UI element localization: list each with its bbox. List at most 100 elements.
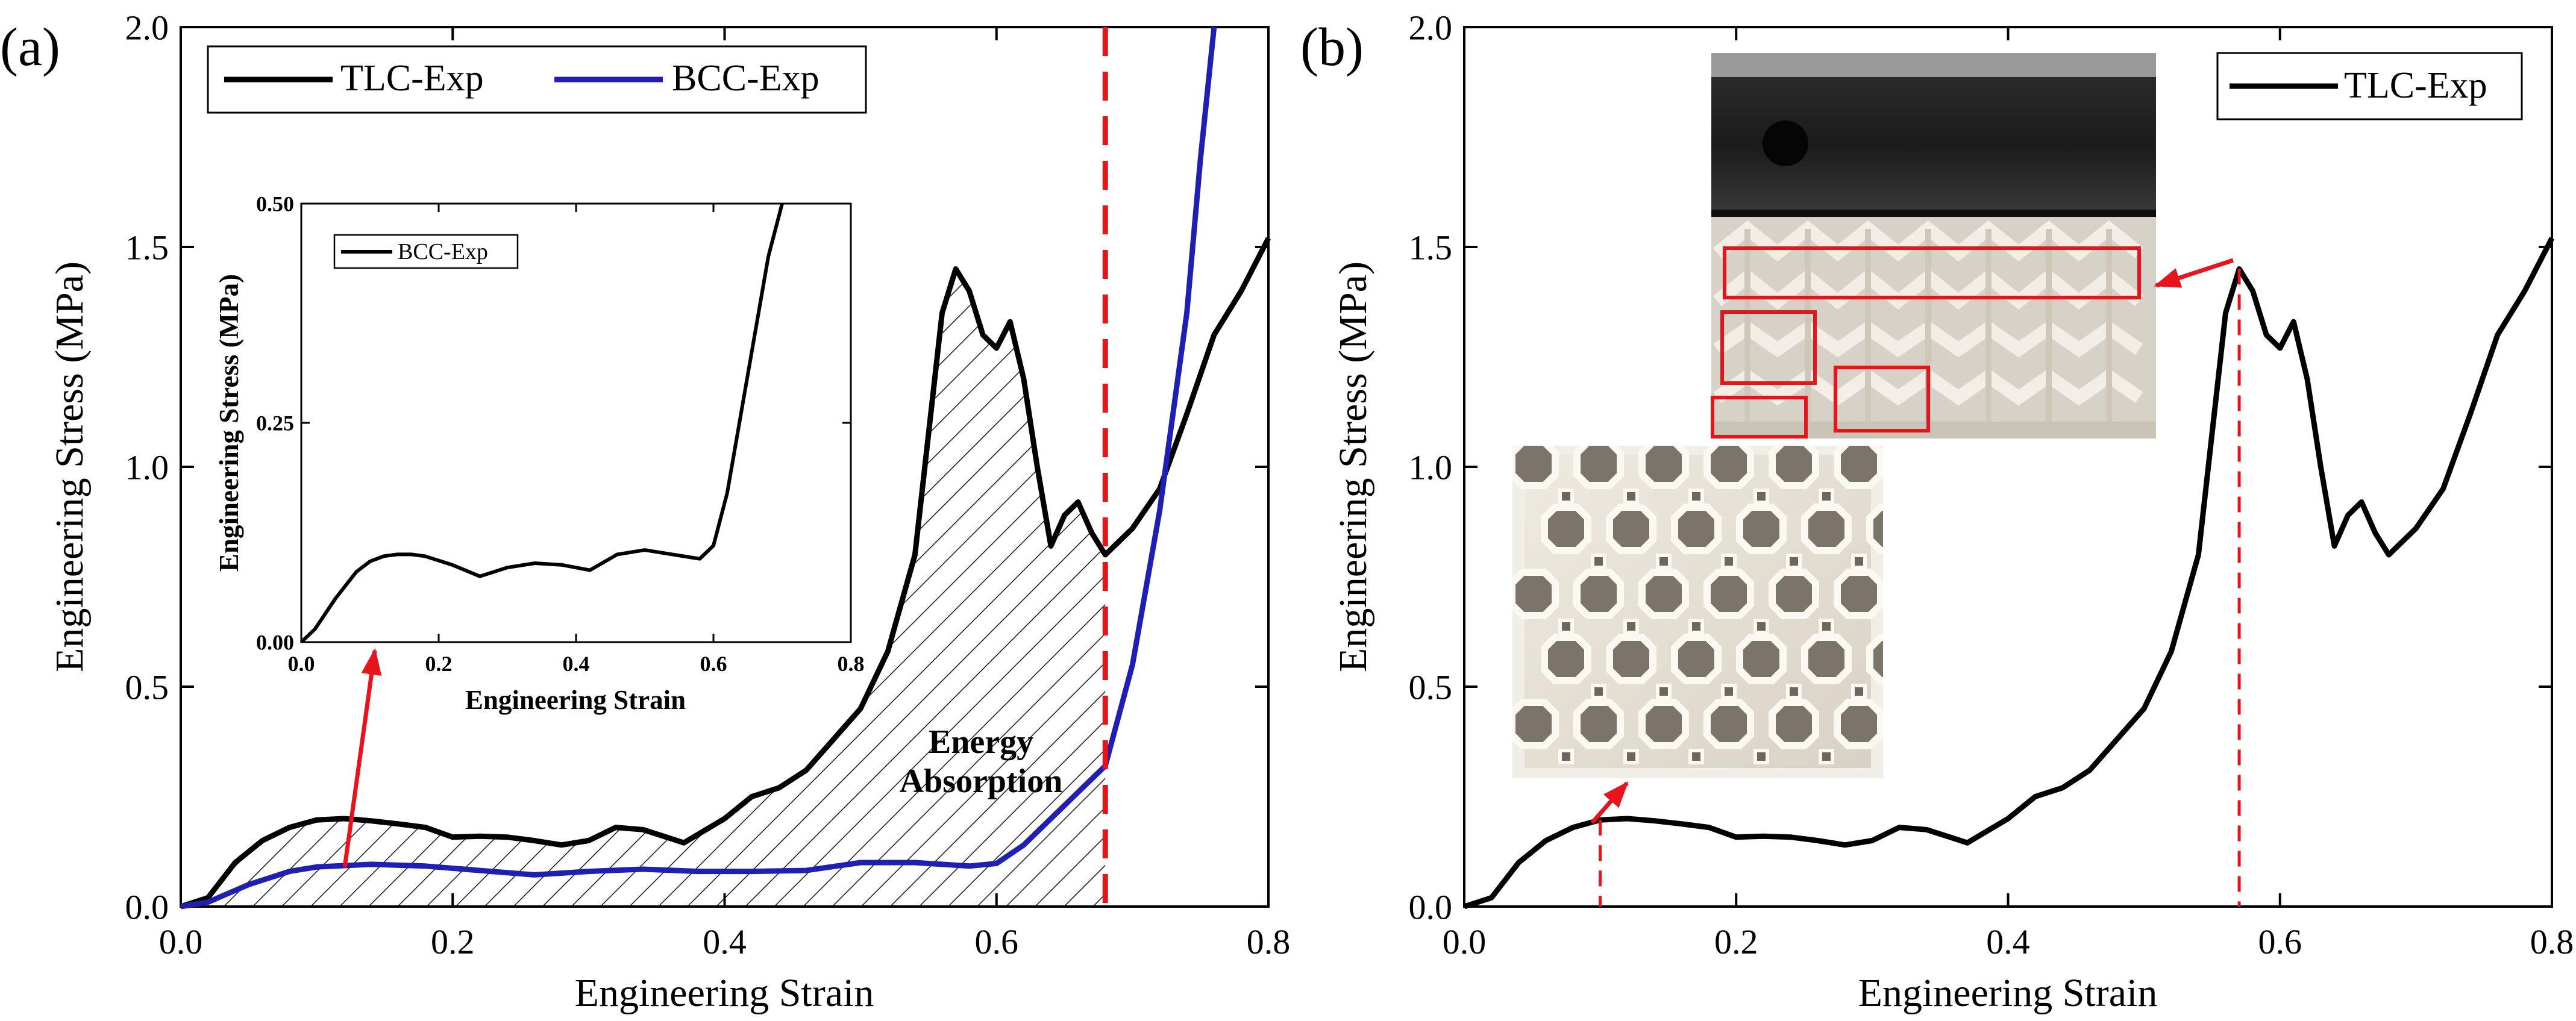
lattice-cell bbox=[1805, 507, 1848, 551]
y-tick-label: 1.5 bbox=[125, 228, 169, 267]
y-tick-label: 2.0 bbox=[125, 8, 169, 47]
lattice-cell bbox=[1772, 572, 1816, 616]
energy-label: Energy bbox=[929, 723, 1033, 761]
y-tick-label: 0.25 bbox=[256, 411, 294, 436]
lattice-node bbox=[1755, 751, 1767, 763]
lattice-node bbox=[1885, 620, 1898, 632]
lattice-node bbox=[1820, 751, 1832, 763]
panel-b: (b) 0.0 0.2 0.4 0.6 0.80.00.51.01.52.0 bbox=[1300, 8, 2574, 1015]
x-tick-label: 0.8 bbox=[838, 652, 865, 676]
legend-bcc-exp: BCC-Exp bbox=[672, 58, 819, 99]
lattice-node bbox=[1723, 685, 1735, 698]
y-tick-label: 1.0 bbox=[1409, 448, 1453, 487]
lattice-node bbox=[1853, 555, 1865, 567]
lattice-cell bbox=[1512, 572, 1555, 616]
lattice-node bbox=[1885, 490, 1898, 502]
lattice-node bbox=[1625, 490, 1637, 502]
lattice-cell bbox=[1870, 507, 1913, 551]
lattice-node bbox=[1885, 751, 1898, 763]
y-tick-label: 1.0 bbox=[125, 448, 169, 487]
lattice-node bbox=[1658, 685, 1670, 698]
y-tick-label: 0.50 bbox=[256, 192, 294, 216]
lattice-cell bbox=[1642, 442, 1685, 486]
lattice-node bbox=[1918, 555, 1930, 567]
x-tick-label: 0.4 bbox=[703, 922, 747, 961]
lattice-node bbox=[1755, 490, 1767, 502]
x-tick-label: 0.0 bbox=[159, 922, 203, 961]
lattice-cell bbox=[1642, 572, 1685, 616]
lattice-cell bbox=[1837, 442, 1881, 486]
lattice-node bbox=[1820, 490, 1832, 502]
lattice-node bbox=[1820, 620, 1832, 632]
y-tick-label: 0.0 bbox=[125, 887, 169, 926]
lattice-cell bbox=[1577, 572, 1620, 616]
legend-tlc-exp: TLC-Exp bbox=[340, 58, 484, 99]
panel-a-legend: TLC-Exp BCC-Exp bbox=[208, 46, 866, 113]
x-tick-label: 0.8 bbox=[1247, 922, 1291, 961]
lattice-node bbox=[1593, 685, 1605, 698]
lattice-node bbox=[1658, 555, 1670, 567]
arrow-to-compression-photo bbox=[2156, 260, 2233, 286]
absorption-label: Absorption bbox=[900, 763, 1063, 800]
panel-a: (a) 0.0 0.2 0.4 0.6 0.8 0.0 0.5 1.0 1.5 2.0 Energ… bbox=[0, 8, 1290, 1015]
figure: (a) 0.0 0.2 0.4 0.6 0.8 0.0 0.5 1.0 1.5 2.0 Energ… bbox=[0, 0, 2576, 1021]
x-tick-label: 0.8 bbox=[2530, 922, 2574, 961]
x-tick-label: 0.0 bbox=[1443, 922, 1487, 961]
lattice-node bbox=[1690, 751, 1702, 763]
lattice-specimen-photo bbox=[1512, 442, 1930, 778]
lattice-cell bbox=[1544, 637, 1588, 681]
lattice-cell bbox=[1805, 637, 1848, 681]
x-tick-label: 0.6 bbox=[975, 922, 1019, 961]
y-tick-label: 0.00 bbox=[256, 631, 294, 655]
inset-chart: 0.0 0.2 0.4 0.6 0.8 0.00 0.25 0.50 BCC-Exp Engi… bbox=[214, 192, 865, 715]
legend-b-tlc-exp: TLC-Exp bbox=[2344, 65, 2487, 106]
lattice-cell bbox=[1837, 702, 1881, 746]
lattice-node bbox=[1723, 555, 1735, 567]
inset-xlabel: Engineering Strain bbox=[465, 685, 686, 715]
lattice-cell bbox=[1512, 702, 1555, 746]
lattice-cell bbox=[1837, 572, 1881, 616]
panel-a-xlabel: Engineering Strain bbox=[575, 971, 874, 1015]
y-tick-label: 0.5 bbox=[1409, 667, 1453, 707]
lattice-node bbox=[1560, 751, 1572, 763]
lattice-cell bbox=[1740, 637, 1783, 681]
lattice-cell bbox=[1772, 442, 1816, 486]
lattice-cell bbox=[1772, 702, 1816, 746]
lattice-node bbox=[1690, 490, 1702, 502]
y-tick-label: 0.5 bbox=[125, 667, 169, 707]
lattice-cell bbox=[1609, 637, 1653, 681]
lattice-cell bbox=[1740, 507, 1783, 551]
lattice-cell bbox=[1512, 442, 1555, 486]
panel-b-label: (b) bbox=[1300, 17, 1364, 77]
panel-a-ylabel: Engineering Stress (MPa) bbox=[48, 261, 92, 672]
lattice-cell bbox=[1675, 507, 1718, 551]
x-tick-label: 0.2 bbox=[431, 922, 475, 961]
lattice-node bbox=[1560, 620, 1572, 632]
compression-test-photo bbox=[1711, 53, 2156, 439]
inset-legend-bcc: BCC-Exp bbox=[398, 239, 488, 264]
panel-a-label: (a) bbox=[0, 17, 60, 77]
x-tick-label: 0.0 bbox=[288, 652, 315, 676]
inset-ylabel: Engineering Stress (MPa) bbox=[214, 274, 244, 572]
lattice-cell bbox=[1544, 507, 1588, 551]
panel-b-ylabel: Engineering Stress (MPa) bbox=[1331, 261, 1375, 672]
lattice-node bbox=[1593, 555, 1605, 567]
lattice-cell bbox=[1609, 507, 1653, 551]
lattice-node bbox=[1625, 620, 1637, 632]
x-tick-label: 0.2 bbox=[425, 652, 453, 676]
lattice-cell bbox=[1707, 702, 1750, 746]
lattice-node bbox=[1755, 620, 1767, 632]
lattice-cell bbox=[1707, 442, 1750, 486]
lattice-node bbox=[1625, 751, 1637, 763]
x-tick-label: 0.6 bbox=[2258, 922, 2302, 961]
lattice-cell bbox=[1577, 702, 1620, 746]
lattice-node bbox=[1788, 555, 1800, 567]
panel-b-xlabel: Engineering Strain bbox=[1858, 971, 2158, 1015]
x-tick-label: 0.2 bbox=[1714, 922, 1758, 961]
lattice-cell bbox=[1577, 442, 1620, 486]
lattice-cell bbox=[1675, 637, 1718, 681]
panel-b-legend: TLC-Exp bbox=[2217, 53, 2522, 119]
lattice-node bbox=[1560, 490, 1572, 502]
lattice-cell bbox=[1642, 702, 1685, 746]
x-tick-label: 0.6 bbox=[700, 652, 727, 676]
